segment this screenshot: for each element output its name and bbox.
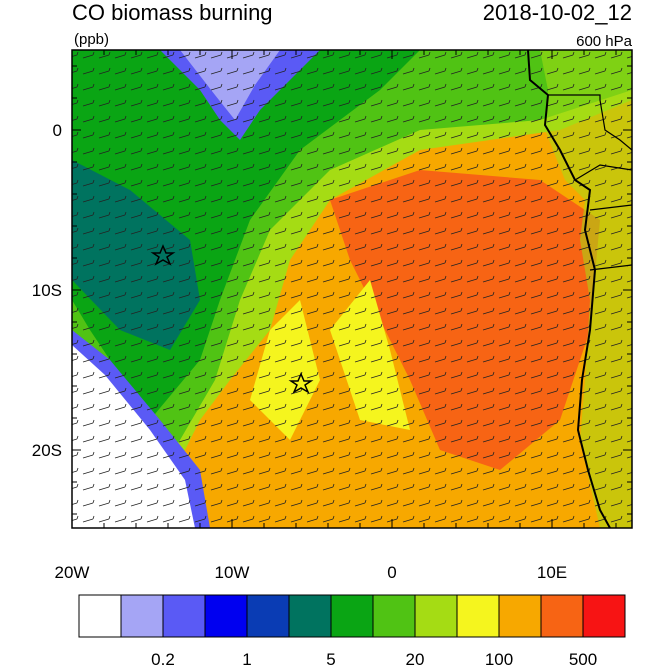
lon-label: 10E	[537, 563, 567, 582]
lon-label: 0	[387, 563, 396, 582]
map-ticks	[71, 50, 632, 528]
colorbar-box	[162, 594, 206, 638]
colorbar-label: 0.2	[151, 650, 175, 667]
colorbar-label: 20	[406, 650, 425, 667]
colorbar-box	[456, 594, 500, 638]
level: 600 hPa	[576, 33, 633, 50]
lat-label: 0	[53, 121, 62, 140]
colorbar-box	[204, 594, 248, 638]
colorbar-box	[540, 594, 584, 638]
colorbar-box	[120, 594, 164, 638]
colorbar-box	[498, 594, 542, 638]
colorbar-box	[330, 594, 374, 638]
lon-label: 20W	[55, 563, 90, 582]
date: 2018-10-02_12	[483, 0, 632, 25]
colorbar-label: 500	[569, 650, 597, 667]
title: CO biomass burning	[72, 0, 273, 25]
colorbar-label: 100	[485, 650, 513, 667]
lat-label: 20S	[32, 441, 62, 460]
colorbar-box	[414, 594, 458, 638]
colorbar-box	[246, 594, 290, 638]
colorbar-label: 1	[242, 650, 251, 667]
lat-label: 10S	[32, 281, 62, 300]
colorbar-label: 5	[326, 650, 335, 667]
colorbar: 0.2 1 5 20 100 500	[78, 594, 626, 669]
colorbar-box	[288, 594, 332, 638]
colorbar-box	[372, 594, 416, 638]
lon-label: 10W	[215, 563, 250, 582]
axis-labels: 20W 10W 0 10E 0 10S 20S	[32, 121, 567, 582]
units: (ppb)	[74, 31, 109, 48]
colorbar-box	[78, 594, 122, 638]
colorbar-box	[582, 594, 626, 638]
map-frame	[71, 49, 633, 529]
map-field	[72, 50, 632, 528]
